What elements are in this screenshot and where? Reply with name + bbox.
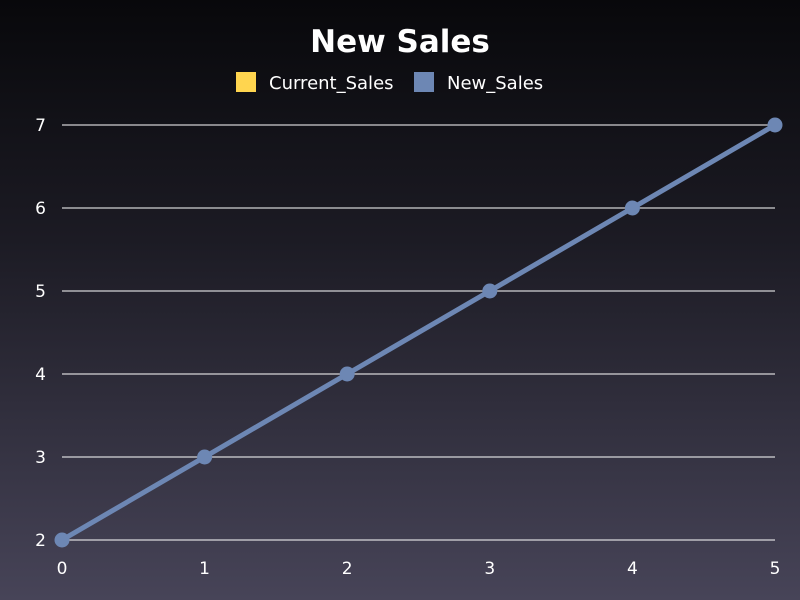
x-tick-label: 2 <box>342 559 353 579</box>
chart-legend: Current_Sales New_Sales <box>236 72 543 94</box>
y-tick-label: 2 <box>35 531 46 551</box>
x-tick-label: 5 <box>770 559 781 579</box>
y-tick-label: 6 <box>35 199 46 219</box>
series-line-new-sales <box>59 122 778 543</box>
chart-title: New Sales <box>310 24 490 60</box>
data-point[interactable] <box>482 283 498 299</box>
series-layer <box>54 117 783 548</box>
data-point[interactable] <box>54 532 70 548</box>
y-tick-label: 7 <box>35 116 46 136</box>
legend-label-new-sales: New_Sales <box>447 73 543 94</box>
data-point[interactable] <box>197 449 213 465</box>
x-tick-label: 1 <box>199 559 210 579</box>
legend-swatch-new-sales <box>414 72 434 92</box>
y-tick-label: 5 <box>35 282 46 302</box>
data-point[interactable] <box>339 366 355 382</box>
y-axis-ticks: 2 3 4 5 6 7 <box>35 116 46 551</box>
x-tick-label: 3 <box>484 559 495 579</box>
legend-item-new-sales[interactable]: New_Sales <box>414 72 543 94</box>
data-point[interactable] <box>624 200 640 216</box>
y-tick-label: 3 <box>35 448 46 468</box>
gridlines <box>62 124 775 541</box>
legend-swatch-current-sales <box>236 72 256 92</box>
x-tick-label: 4 <box>627 559 638 579</box>
x-axis-ticks: 0 1 2 3 4 5 <box>57 559 781 579</box>
data-point[interactable] <box>767 117 783 133</box>
legend-item-current-sales[interactable]: Current_Sales <box>236 72 394 94</box>
legend-label-current-sales: Current_Sales <box>269 73 394 94</box>
x-tick-label: 0 <box>57 559 68 579</box>
y-tick-label: 4 <box>35 365 46 385</box>
